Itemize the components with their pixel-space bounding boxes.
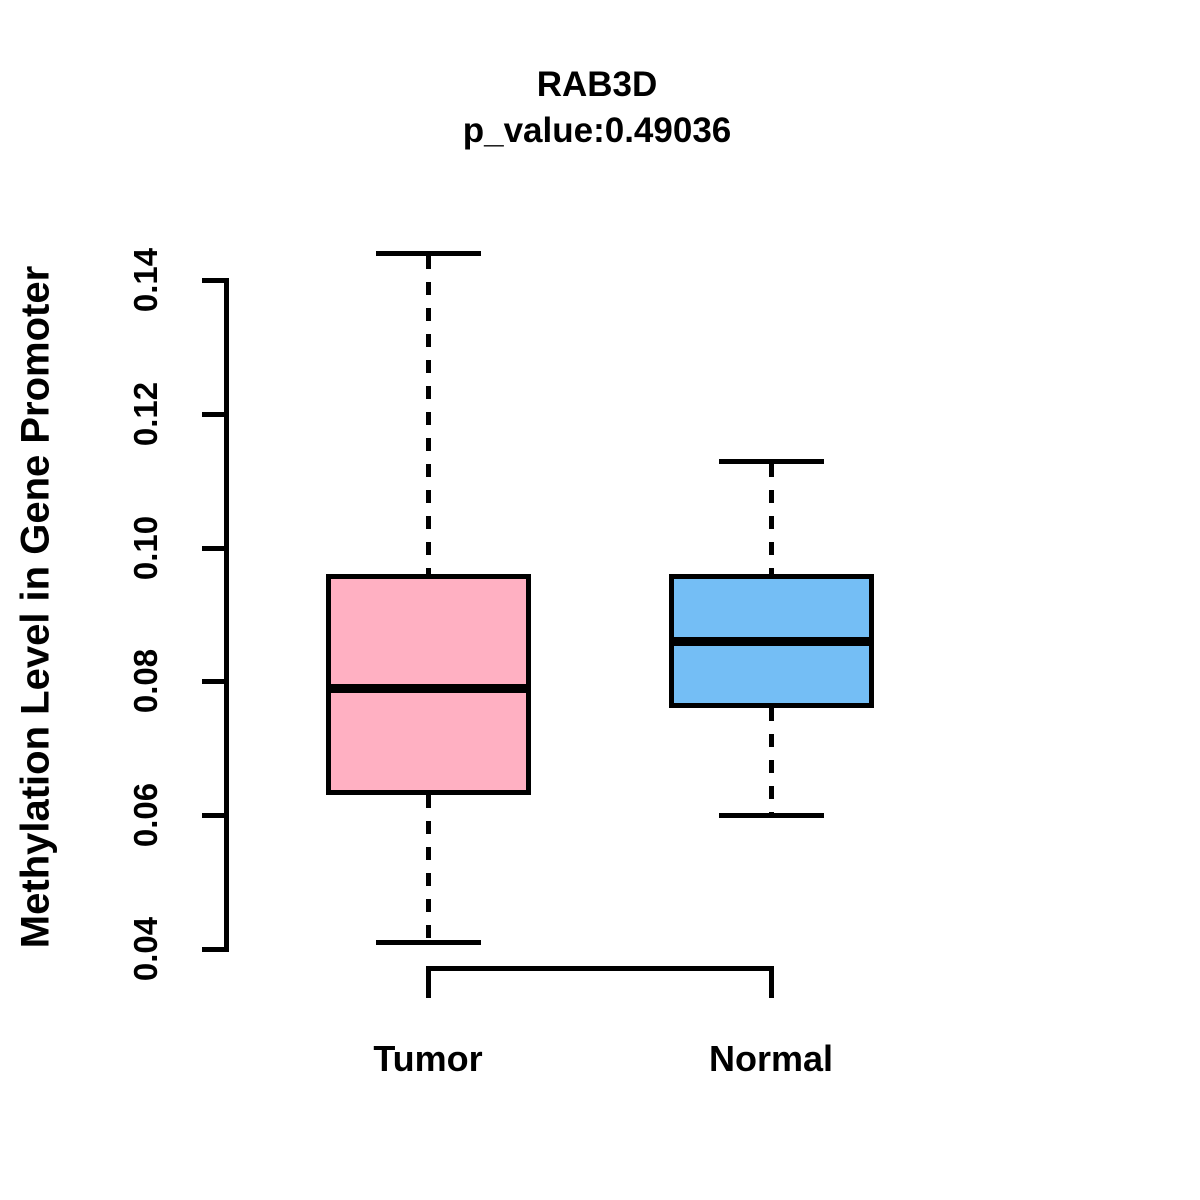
y-tick-label: 0.06 (127, 782, 164, 848)
x-axis-line (426, 966, 774, 971)
median-line-normal (669, 637, 874, 646)
chart-title-gene: RAB3D (536, 65, 658, 104)
x-label-tumor: Tumor (373, 1038, 483, 1079)
y-axis-tick (202, 412, 224, 417)
x-axis-tick-normal (769, 966, 774, 998)
whisker-cap-top-normal (719, 459, 824, 464)
whisker-cap-top-tumor (376, 251, 481, 256)
y-axis-tick (202, 813, 224, 818)
whisker-line-lower-normal (769, 708, 774, 813)
whisker-cap-bottom-tumor (376, 940, 481, 945)
whisker-line-upper-normal (769, 464, 774, 575)
y-axis-tick (202, 278, 224, 283)
y-tick-label: 0.14 (127, 247, 164, 313)
chart-title-pvalue: p_value:0.49036 (462, 111, 732, 150)
y-axis-tick (202, 947, 224, 952)
y-tick-label: 0.10 (127, 515, 164, 581)
y-axis-tick (202, 679, 224, 684)
whisker-line-lower-tumor (426, 795, 431, 940)
whisker-cap-bottom-normal (719, 813, 824, 818)
x-axis-tick-tumor (426, 966, 431, 998)
y-axis-line (224, 278, 229, 952)
x-label-normal: Normal (708, 1038, 834, 1079)
whisker-line-upper-tumor (426, 256, 431, 574)
y-tick-label: 0.12 (127, 381, 164, 447)
chart-title: RAB3D p_value:0.49036 (463, 62, 732, 154)
y-axis-tick (202, 546, 224, 551)
y-tick-label: 0.08 (127, 648, 164, 714)
median-line-tumor (326, 684, 531, 693)
y-tick-label: 0.04 (127, 916, 164, 982)
